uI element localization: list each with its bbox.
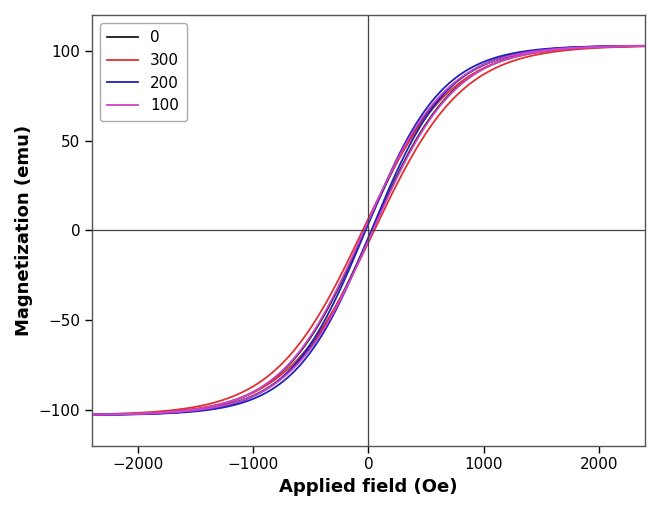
Line: 0: 0: [92, 46, 645, 415]
0: [324, 317, 332, 323]
300: [151, 409, 159, 415]
200: [151, 411, 159, 417]
0: [151, 410, 159, 416]
Y-axis label: Magnetization (emu): Magnetization (emu): [15, 125, 33, 336]
300: [300, 349, 308, 355]
0: [88, 412, 96, 418]
200: [641, 43, 649, 49]
100: [151, 410, 159, 416]
300: [88, 411, 96, 417]
0: [300, 353, 308, 359]
100: [184, 408, 192, 414]
200: [324, 322, 332, 328]
100: [324, 319, 332, 325]
100: [641, 43, 649, 49]
Legend: 0, 300, 200, 100: 0, 300, 200, 100: [100, 22, 187, 121]
200: [88, 412, 96, 418]
0: [641, 43, 649, 49]
100: [300, 354, 308, 360]
X-axis label: Applied field (Oe): Applied field (Oe): [279, 478, 458, 496]
200: [184, 409, 192, 415]
300: [324, 316, 332, 322]
Line: 100: 100: [92, 46, 645, 415]
0: [571, 45, 579, 51]
100: [88, 412, 96, 418]
300: [630, 43, 638, 50]
0: [184, 408, 192, 414]
200: [571, 44, 579, 51]
200: [630, 43, 638, 49]
100: [630, 43, 638, 49]
Line: 200: 200: [92, 46, 645, 415]
200: [300, 358, 308, 364]
300: [571, 47, 579, 53]
0: [630, 43, 638, 49]
Line: 300: 300: [92, 47, 645, 414]
300: [184, 407, 192, 413]
100: [571, 45, 579, 51]
300: [641, 43, 649, 50]
